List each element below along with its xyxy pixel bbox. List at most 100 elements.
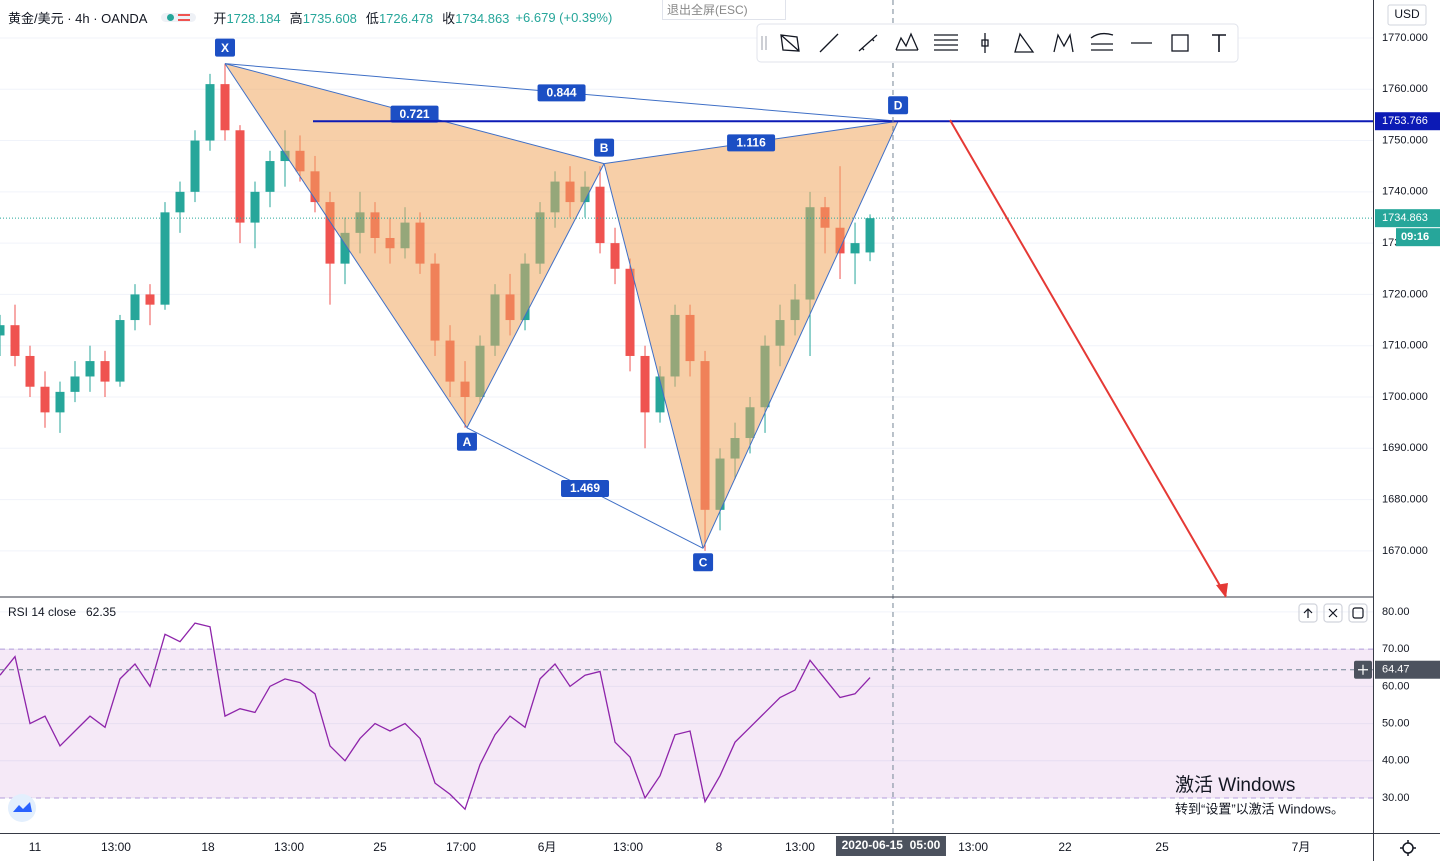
tool-icon[interactable] <box>934 34 958 51</box>
candle-body <box>55 391 65 413</box>
tool-icon[interactable] <box>981 33 989 53</box>
icon <box>1328 608 1338 618</box>
ratio-label: 0.844 <box>547 86 577 100</box>
high-value: 1735.608 <box>302 11 357 26</box>
watermark-subtitle: 转到“设置”以激活 Windows。 <box>1175 801 1344 816</box>
candle-body <box>40 386 50 413</box>
maximize-button[interactable] <box>1348 603 1368 623</box>
toolbar-grip[interactable] <box>761 36 767 50</box>
arrow-drawing[interactable] <box>949 119 1227 597</box>
icon <box>1352 607 1364 619</box>
ratio-label: 1.469 <box>570 481 600 495</box>
pattern-leg <box>466 163 605 428</box>
candle-body <box>325 202 335 264</box>
symbol-title: 黄金/美元 · 4h · OANDA <box>8 11 148 26</box>
countdown: 09:16 <box>1401 231 1429 243</box>
x-tick-label: 13:00 <box>958 840 988 854</box>
x-tick-label: 7月 <box>1292 840 1311 854</box>
crosshair-price-box <box>1375 660 1440 679</box>
tool-icon[interactable] <box>895 32 919 51</box>
arrow-head <box>1216 583 1228 598</box>
ratio-label: 1.116 <box>736 136 766 150</box>
pattern-leg <box>603 163 704 549</box>
rsi-value: 62.35 <box>86 605 116 619</box>
tool-icon[interactable] <box>780 34 800 52</box>
y-tick-label: 50.00 <box>1382 717 1410 729</box>
tool-icon[interactable] <box>819 33 839 53</box>
hline-price-box <box>1375 112 1440 131</box>
candle-body <box>190 140 200 192</box>
ratio-box <box>537 84 586 102</box>
candle-body <box>655 376 665 413</box>
point-box <box>888 96 909 115</box>
pattern-leg <box>702 121 899 549</box>
candle-body <box>10 325 20 356</box>
x-tick-label: 8 <box>716 840 723 854</box>
rsi-title: RSI 14 close <box>8 605 76 619</box>
candle-body <box>235 130 245 223</box>
crosshair-time-label: 2020-06-15 05:00 <box>842 838 941 852</box>
icon <box>1303 608 1313 618</box>
y-tick-label: 1740.000 <box>1382 186 1428 198</box>
point-box <box>594 138 615 157</box>
last-price-label: 1734.863 <box>1382 212 1428 224</box>
pattern-leg <box>224 63 468 429</box>
x-tick-label: 17:00 <box>446 840 476 854</box>
x-tick-label: 11 <box>29 840 42 854</box>
candle-body <box>340 232 350 264</box>
status-badge[interactable] <box>161 13 197 22</box>
tool-icon[interactable] <box>858 34 878 52</box>
tool-icon[interactable] <box>1090 32 1114 51</box>
x-tick-label: 25 <box>1155 840 1169 854</box>
y-tick-label: 1670.000 <box>1382 545 1428 557</box>
x-tick-label: 13:00 <box>613 840 643 854</box>
candle-body <box>250 191 260 223</box>
point-label: D <box>894 98 903 112</box>
candle-body <box>220 84 230 131</box>
y-tick-label: 1700.000 <box>1382 391 1428 403</box>
close-value: 1734.863 <box>455 11 510 26</box>
point-box <box>693 553 714 572</box>
x-tick-label: 18 <box>201 840 215 854</box>
x-tick-label: 13:00 <box>101 840 131 854</box>
candle-body <box>115 320 125 382</box>
pattern-fill <box>225 63 605 428</box>
legend: 黄金/美元 · 4h · OANDA 开1728.184 高1735.608 低… <box>8 8 612 27</box>
close-button[interactable] <box>1323 603 1343 623</box>
crosshair-time-box <box>835 836 946 856</box>
settings-button[interactable] <box>1402 842 1414 854</box>
plus-icon <box>1358 664 1368 675</box>
candle-body <box>175 191 185 213</box>
point-label: B <box>600 141 609 155</box>
tool-icon[interactable] <box>1053 33 1074 53</box>
y-tick-label: 1750.000 <box>1382 134 1428 146</box>
y-tick-label: 1710.000 <box>1382 340 1428 352</box>
ratio-box <box>390 105 439 123</box>
move-up-button[interactable] <box>1298 603 1318 623</box>
currency: USD <box>1394 7 1420 21</box>
rsi-line <box>0 622 871 811</box>
x-tick-label: 25 <box>373 840 387 854</box>
y-tick-label: 1720.000 <box>1382 288 1428 300</box>
tool-icon[interactable] <box>1171 34 1189 52</box>
open-label: 开 <box>213 11 227 26</box>
rsi-band <box>0 649 1373 799</box>
exit-fullscreen[interactable]: 退出全屏(ESC) <box>662 0 786 20</box>
x-tick-label: 13:00 <box>785 840 815 854</box>
candle-body <box>850 243 860 254</box>
ratio-box <box>561 480 610 498</box>
pattern-fill <box>604 121 899 549</box>
candle-body <box>625 268 635 356</box>
tool-icon[interactable] <box>1212 34 1226 52</box>
candle-body <box>265 161 275 192</box>
pane-buttons <box>1298 603 1368 623</box>
y-tick-label: 70.00 <box>1382 643 1410 655</box>
y-tick-label: 1690.000 <box>1382 442 1428 454</box>
y-tick-label: 30.00 <box>1382 792 1410 804</box>
candle-body <box>640 355 650 413</box>
candle-body <box>70 376 80 392</box>
low-value: 1726.478 <box>378 11 434 26</box>
currency-box[interactable] <box>1387 4 1427 26</box>
tool-icon[interactable] <box>1014 32 1035 53</box>
